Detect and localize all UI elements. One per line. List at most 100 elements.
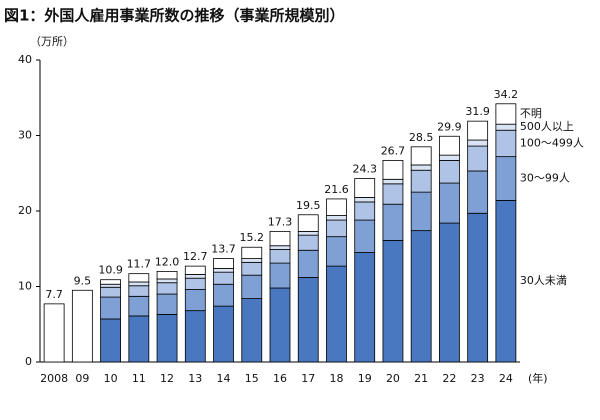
bar-segment bbox=[297, 277, 319, 363]
x-tick-label: 10 bbox=[104, 372, 118, 385]
data-label: 34.2 bbox=[494, 88, 519, 101]
data-label: 9.5 bbox=[74, 274, 92, 287]
x-tick-label: 17 bbox=[301, 372, 315, 385]
bar-segment bbox=[241, 246, 263, 259]
bar-segment bbox=[241, 261, 263, 276]
bar-segment bbox=[410, 169, 432, 193]
bar-segment bbox=[467, 120, 489, 141]
chart-title: 図1：外国人雇用事業所数の推移（事業所規模別） bbox=[4, 7, 344, 25]
bar-segment bbox=[410, 146, 432, 166]
bar-segment bbox=[382, 240, 404, 363]
bar-segment bbox=[213, 258, 234, 269]
bar-segment bbox=[156, 270, 178, 280]
bar-segment bbox=[213, 305, 234, 363]
data-label: 26.7 bbox=[381, 144, 406, 157]
bar-segment bbox=[297, 214, 319, 232]
bar-segment bbox=[128, 315, 150, 363]
x-tick-label: 22 bbox=[442, 372, 456, 385]
bar-segment bbox=[128, 295, 150, 317]
bar bbox=[43, 303, 65, 363]
bar-segment bbox=[495, 123, 517, 131]
bar-segment bbox=[213, 283, 234, 307]
bar-segment bbox=[326, 236, 347, 267]
x-tick-label: 13 bbox=[188, 372, 202, 385]
data-label: 13.7 bbox=[211, 243, 236, 256]
bar-segment bbox=[184, 289, 206, 312]
data-label: 31.9 bbox=[465, 105, 490, 118]
bar-segment bbox=[269, 249, 291, 264]
x-tick-label: 12 bbox=[160, 372, 174, 385]
bar-segment bbox=[100, 279, 121, 285]
bar-segment bbox=[269, 245, 291, 250]
bar-segment bbox=[354, 219, 376, 253]
bar-segment bbox=[382, 178, 404, 185]
bar-segment bbox=[269, 262, 291, 289]
bar-segment bbox=[354, 178, 376, 198]
data-label: 21.6 bbox=[324, 183, 349, 196]
bar-segment bbox=[467, 212, 489, 363]
x-tick-label: 15 bbox=[245, 372, 259, 385]
bar-segment bbox=[241, 298, 263, 363]
bar-segment bbox=[128, 273, 150, 283]
x-tick-label: 09 bbox=[75, 372, 89, 385]
bar-segment bbox=[410, 230, 432, 363]
bar-segment bbox=[495, 156, 517, 201]
bar-segment bbox=[269, 230, 291, 247]
bar-segment bbox=[354, 197, 376, 203]
bar-segment bbox=[382, 203, 404, 241]
bar-segment bbox=[326, 198, 347, 216]
y-tick-label: 10 bbox=[18, 280, 32, 293]
data-label: 7.7 bbox=[45, 288, 63, 301]
bar-segment bbox=[297, 249, 319, 278]
legend-label: 100～499人 bbox=[520, 136, 584, 149]
bar-segment bbox=[326, 265, 347, 363]
bar-segment bbox=[100, 318, 121, 363]
x-tick-label: 20 bbox=[386, 372, 400, 385]
bar-segment bbox=[495, 129, 517, 158]
bar-segment bbox=[382, 183, 404, 205]
data-label: 17.3 bbox=[268, 215, 293, 228]
data-label: 24.3 bbox=[352, 163, 377, 176]
bar-segment bbox=[467, 170, 489, 214]
x-tick-label: 18 bbox=[329, 372, 343, 385]
data-label: 19.5 bbox=[296, 199, 321, 212]
bar-segment bbox=[100, 286, 121, 298]
bar-segment bbox=[410, 191, 432, 232]
x-tick-label: 24 bbox=[499, 372, 513, 385]
data-label: 12.7 bbox=[183, 250, 208, 263]
bar-segment bbox=[410, 164, 432, 171]
bar-segment bbox=[439, 160, 460, 184]
data-label: 10.9 bbox=[98, 264, 123, 277]
data-label: 28.5 bbox=[409, 131, 434, 144]
bar-segment bbox=[184, 310, 206, 363]
bar-segment bbox=[184, 265, 206, 275]
bar-segment bbox=[326, 219, 347, 238]
bar-segment bbox=[467, 145, 489, 172]
bar-segment bbox=[184, 277, 206, 290]
bar-segment bbox=[439, 222, 460, 363]
bar-segment bbox=[354, 201, 376, 221]
bar-segment bbox=[184, 274, 206, 279]
y-axis-label: （万所） bbox=[30, 35, 74, 48]
x-tick-label: 23 bbox=[471, 372, 485, 385]
bar-segment bbox=[467, 139, 489, 147]
bar-segment bbox=[439, 154, 460, 161]
bar-segment bbox=[156, 314, 178, 363]
x-tick-label: 11 bbox=[132, 372, 146, 385]
bar-segment bbox=[241, 274, 263, 299]
bar-segment bbox=[156, 282, 178, 295]
bar-segment bbox=[439, 135, 460, 156]
x-tick-label: 14 bbox=[217, 372, 231, 385]
legend-label: 不明 bbox=[520, 107, 542, 120]
bar-segment bbox=[213, 271, 234, 285]
x-tick-label: 16 bbox=[273, 372, 287, 385]
bar-segment bbox=[297, 230, 319, 236]
bar-segment bbox=[439, 182, 460, 224]
bar-segment bbox=[128, 281, 150, 287]
bar-segment bbox=[269, 287, 291, 363]
x-axis-label: (年) bbox=[528, 371, 548, 385]
y-tick-label: 30 bbox=[18, 129, 32, 142]
bar-segment bbox=[213, 267, 234, 273]
